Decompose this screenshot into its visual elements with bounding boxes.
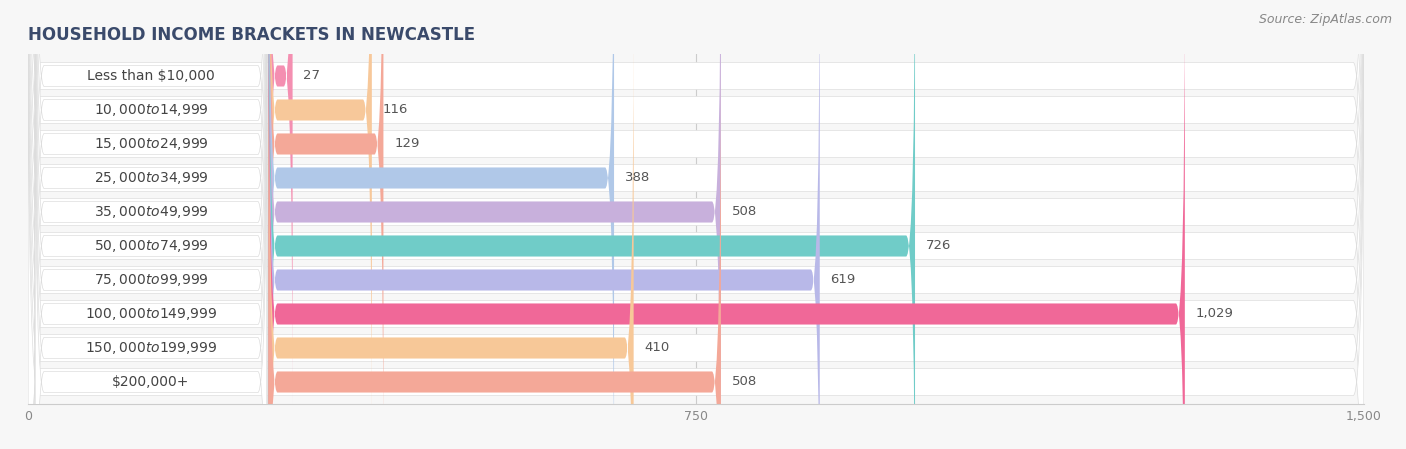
- FancyBboxPatch shape: [35, 0, 267, 449]
- FancyBboxPatch shape: [28, 0, 1364, 449]
- FancyBboxPatch shape: [269, 0, 721, 449]
- FancyBboxPatch shape: [35, 53, 267, 449]
- Text: 619: 619: [831, 273, 856, 286]
- FancyBboxPatch shape: [35, 0, 267, 449]
- Text: $75,000 to $99,999: $75,000 to $99,999: [94, 272, 208, 288]
- FancyBboxPatch shape: [269, 0, 1185, 449]
- Text: 1,029: 1,029: [1195, 308, 1233, 321]
- FancyBboxPatch shape: [269, 0, 614, 449]
- FancyBboxPatch shape: [28, 0, 1364, 449]
- FancyBboxPatch shape: [28, 0, 1364, 449]
- FancyBboxPatch shape: [269, 0, 915, 449]
- FancyBboxPatch shape: [35, 0, 267, 440]
- Text: 116: 116: [382, 103, 408, 116]
- FancyBboxPatch shape: [28, 0, 1364, 449]
- Text: 388: 388: [624, 172, 650, 185]
- Text: 129: 129: [394, 137, 419, 150]
- Text: $100,000 to $149,999: $100,000 to $149,999: [84, 306, 217, 322]
- FancyBboxPatch shape: [28, 0, 1364, 449]
- FancyBboxPatch shape: [35, 18, 267, 449]
- Text: 410: 410: [644, 342, 669, 355]
- Text: $10,000 to $14,999: $10,000 to $14,999: [94, 102, 208, 118]
- FancyBboxPatch shape: [269, 0, 820, 449]
- FancyBboxPatch shape: [269, 53, 721, 449]
- FancyBboxPatch shape: [269, 18, 634, 449]
- Text: $15,000 to $24,999: $15,000 to $24,999: [94, 136, 208, 152]
- FancyBboxPatch shape: [35, 0, 267, 449]
- Text: 27: 27: [304, 70, 321, 83]
- FancyBboxPatch shape: [28, 0, 1364, 449]
- FancyBboxPatch shape: [35, 0, 267, 449]
- FancyBboxPatch shape: [28, 0, 1364, 449]
- Text: HOUSEHOLD INCOME BRACKETS IN NEWCASTLE: HOUSEHOLD INCOME BRACKETS IN NEWCASTLE: [28, 26, 475, 44]
- FancyBboxPatch shape: [269, 0, 371, 440]
- Text: Less than $10,000: Less than $10,000: [87, 69, 215, 83]
- Text: 508: 508: [731, 206, 756, 219]
- FancyBboxPatch shape: [35, 0, 267, 405]
- Text: $50,000 to $74,999: $50,000 to $74,999: [94, 238, 208, 254]
- FancyBboxPatch shape: [28, 0, 1364, 449]
- Text: $150,000 to $199,999: $150,000 to $199,999: [84, 340, 217, 356]
- Text: 508: 508: [731, 375, 756, 388]
- Text: $25,000 to $34,999: $25,000 to $34,999: [94, 170, 208, 186]
- Text: Source: ZipAtlas.com: Source: ZipAtlas.com: [1258, 13, 1392, 26]
- Text: $35,000 to $49,999: $35,000 to $49,999: [94, 204, 208, 220]
- FancyBboxPatch shape: [269, 0, 292, 405]
- FancyBboxPatch shape: [35, 0, 267, 449]
- FancyBboxPatch shape: [269, 0, 384, 449]
- Text: $200,000+: $200,000+: [112, 375, 190, 389]
- FancyBboxPatch shape: [28, 0, 1364, 449]
- FancyBboxPatch shape: [28, 0, 1364, 449]
- Text: 726: 726: [925, 239, 950, 252]
- FancyBboxPatch shape: [35, 0, 267, 449]
